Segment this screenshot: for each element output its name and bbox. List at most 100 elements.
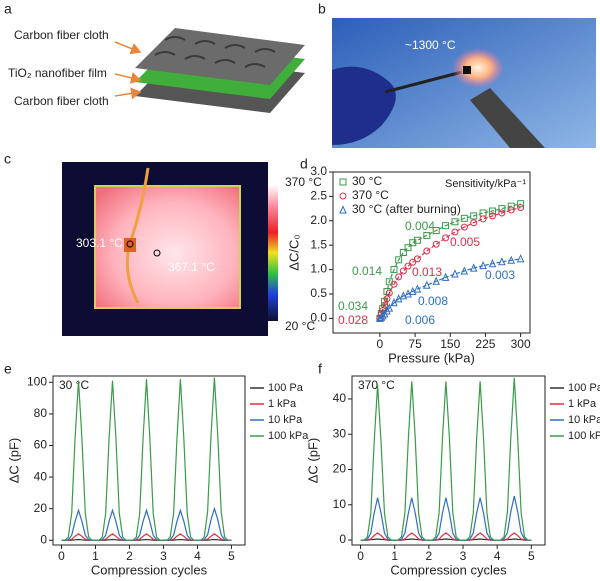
- marker: [442, 222, 450, 230]
- x-tick-label: 5: [228, 549, 235, 563]
- y-tick-label: 40: [333, 391, 347, 405]
- marker: [498, 257, 506, 266]
- marker: [517, 204, 525, 212]
- marker: [488, 259, 497, 268]
- legend-label: 10 kPa: [568, 414, 600, 426]
- x-tick-label: 300: [511, 337, 531, 351]
- flame: [452, 48, 504, 88]
- trend-line: [379, 258, 521, 319]
- marker: [409, 258, 417, 266]
- layer-label: TiO₂ nanofiber film: [8, 66, 107, 80]
- temperature-label: ~1300 °C: [405, 38, 456, 52]
- marker: [385, 303, 394, 312]
- series-line: [61, 377, 232, 541]
- marker: [399, 291, 408, 300]
- marker: [498, 209, 506, 217]
- legend-label: 10 kPa: [268, 414, 303, 426]
- legend-marker: [339, 192, 347, 200]
- marker: [479, 260, 487, 270]
- marker: [516, 254, 525, 263]
- y-tick-label: 20: [333, 462, 347, 476]
- x-tick-label: 3: [460, 549, 467, 563]
- marker: [507, 202, 515, 210]
- arrow: [114, 87, 142, 100]
- scale-min: 20 °C: [285, 319, 315, 333]
- marker: [409, 239, 417, 247]
- panel-letter: c: [4, 151, 11, 167]
- x-axis-title: Compression cycles: [390, 562, 507, 577]
- marker: [432, 227, 440, 235]
- panel-letter: a: [4, 1, 12, 17]
- sensitivity-label: 0.004: [405, 219, 435, 233]
- top-cloth: [135, 28, 305, 85]
- y-tick-label: 0.5: [310, 286, 327, 300]
- series-line: [360, 377, 532, 541]
- y-tick-label: 60: [34, 438, 48, 452]
- marker: [395, 256, 403, 264]
- x-tick-label: 2: [126, 549, 133, 563]
- x-tick-label: 4: [494, 549, 501, 563]
- marker: [408, 286, 417, 296]
- marker: [385, 289, 393, 297]
- marker: [479, 215, 487, 223]
- y-tick-label: 30: [333, 426, 347, 440]
- series-line: [61, 506, 232, 541]
- marker: [413, 284, 422, 293]
- legend-label: 30 °C (after burning): [352, 202, 461, 216]
- sample: [463, 66, 471, 74]
- marker: [399, 267, 407, 275]
- color-bar: [268, 185, 278, 321]
- plot-frame: [351, 375, 546, 546]
- legend-marker: [339, 178, 347, 186]
- spot-label: 367.1 °C: [168, 260, 215, 274]
- y-tick-label: 1.0: [310, 262, 327, 276]
- series-line: [360, 495, 532, 541]
- x-tick-label: 2: [426, 549, 433, 563]
- y-tick-label: 100: [27, 374, 47, 388]
- marker: [381, 301, 389, 309]
- panel-letter: e: [4, 361, 12, 377]
- marker: [413, 236, 421, 244]
- arrow: [114, 72, 142, 84]
- marker: [469, 263, 478, 272]
- marker: [451, 269, 459, 278]
- marker: [470, 219, 478, 227]
- legend-label: 1 kPa: [268, 398, 297, 410]
- x-tick-label: 3: [160, 549, 167, 563]
- legend-label: 100 Pa: [268, 382, 304, 394]
- y-tick-label: 40: [34, 469, 48, 483]
- y-tick-label: 0: [40, 532, 47, 546]
- marker: [383, 295, 391, 303]
- marker: [404, 289, 412, 298]
- sensitivity-label: 0.005: [450, 235, 480, 249]
- marker: [423, 280, 431, 289]
- sensitivity-label: 0.034: [338, 299, 368, 313]
- marker: [395, 273, 403, 281]
- y-tick-label: 20: [34, 501, 48, 515]
- y-tick-label: 1.5: [310, 237, 327, 251]
- sensitivity-label: 0.028: [338, 313, 368, 327]
- chart-e: e 0 1 2 3 4 5 0 20 40 60 80 100 Compression cycles ΔC …: [4, 361, 309, 578]
- panel-letter: f: [318, 361, 322, 377]
- panel-letter: d: [300, 156, 308, 172]
- plot-frame: [332, 171, 531, 334]
- y-axis-title: ΔC/C₀: [286, 234, 301, 270]
- marker: [423, 247, 431, 255]
- y-tick-label: 3.0: [310, 164, 327, 178]
- sensitivity-label: 0.013: [412, 265, 442, 279]
- weave: [154, 36, 276, 68]
- x-tick-label: 0: [357, 549, 364, 563]
- x-tick-label: 1: [391, 549, 398, 563]
- y-axis-title: ΔC (pF): [6, 438, 21, 484]
- sensitivity-label: 0.008: [418, 294, 448, 308]
- panel-a: a Carbon fiber cloth TiO₂ nanofiber film…: [4, 1, 305, 113]
- arrow: [114, 41, 142, 55]
- chart-d: d 0 75 150 225 300 0.0 0.5 1.0 1.5 2.0 2.5 3.0 Pressu…: [286, 156, 531, 366]
- heated-cloth: [94, 185, 241, 309]
- marker: [399, 249, 407, 256]
- x-tick-label: 5: [528, 549, 535, 563]
- marker: [460, 214, 468, 222]
- chart-f: f 0 1 2 3 4 5 0 10 20 30 40 Compression cycles ΔC (pF…: [305, 361, 600, 578]
- marker: [488, 207, 496, 215]
